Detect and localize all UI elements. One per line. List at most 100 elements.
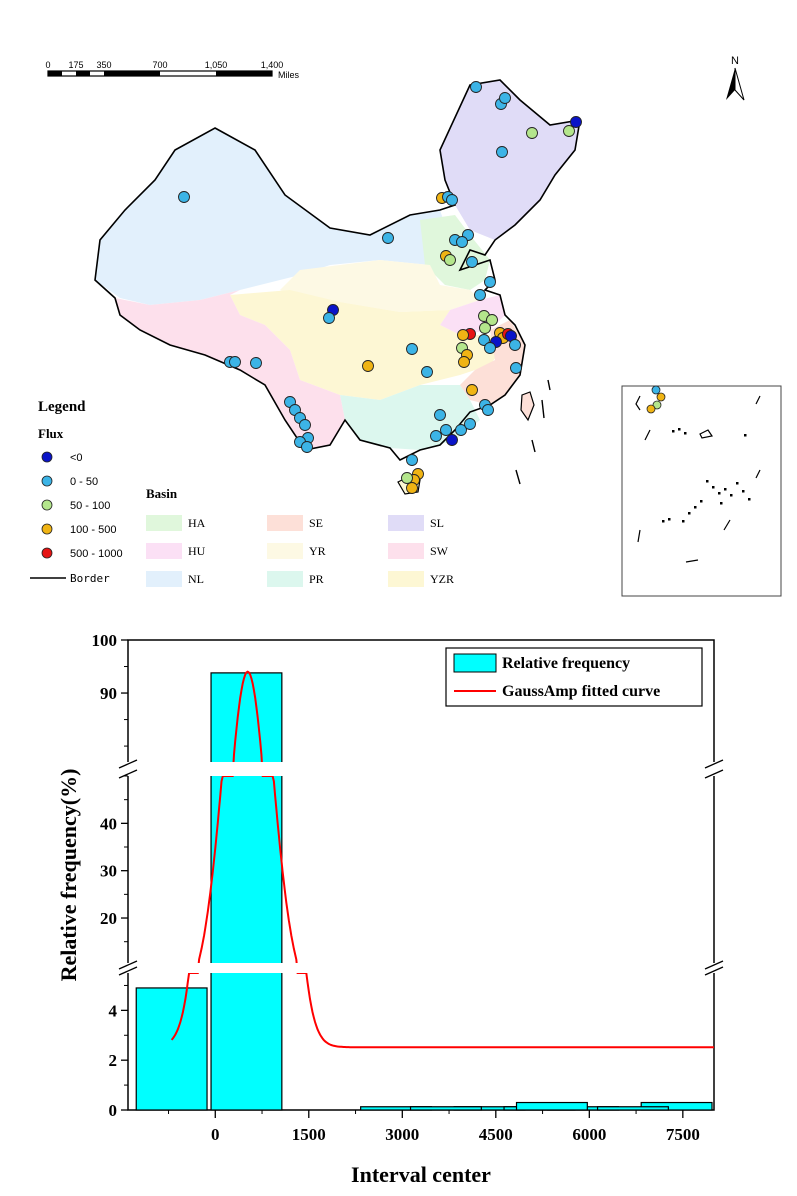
- island-taiwan: [520, 391, 535, 422]
- sample-point: [482, 404, 494, 416]
- scale-tick-label: 1,050: [205, 60, 228, 70]
- sample-point: [499, 92, 511, 104]
- axis-break-mark: [704, 966, 724, 976]
- y-tick-label: 20: [100, 909, 117, 928]
- flux-legend-marker: [41, 451, 53, 463]
- histogram-chart: 0 2 4 20 30 40 90 100 0 1500 3000 4500 6000 7500 Int…: [56, 631, 724, 1187]
- x-axis: 0 1500 3000 4500 6000 7500: [168, 1110, 700, 1144]
- coastal-island-marks: [515, 379, 551, 485]
- flux-legend-label: <0: [70, 452, 83, 464]
- basin-legend-label: PR: [309, 572, 324, 586]
- basin-legend-swatch: [267, 571, 303, 587]
- chart-legend: Relative frequency GaussAmp fitted curve: [445, 647, 703, 707]
- sample-point: [444, 254, 456, 266]
- basin-yr: [280, 260, 480, 312]
- y-tick-label: 30: [100, 862, 117, 881]
- basin-legend-label: YR: [309, 544, 326, 558]
- basin-legend-swatch: [388, 515, 424, 531]
- sample-point: [466, 384, 478, 396]
- histogram-bar: [596, 1106, 669, 1111]
- flux-legend: <0 0 - 50 50 - 100 100 - 500 500 - 1000: [41, 451, 123, 560]
- axis-break-mark: [118, 759, 138, 769]
- sample-point: [406, 454, 418, 466]
- sample-point: [458, 356, 470, 368]
- basin-yzr: [230, 290, 505, 400]
- flux-legend-marker: [41, 475, 53, 487]
- sample-point: [440, 424, 452, 436]
- flux-legend-label: 500 - 1000: [70, 548, 123, 560]
- basin-legend-swatch: [267, 515, 303, 531]
- legend-title: Legend: [38, 399, 86, 415]
- north-arrow: N: [726, 55, 745, 101]
- sample-point: [456, 236, 468, 248]
- sample-point: [466, 256, 478, 268]
- sample-point: [434, 409, 446, 421]
- sample-point: [470, 81, 482, 93]
- sample-point: [301, 441, 313, 453]
- basin-legend-swatch: [146, 571, 182, 587]
- basin-legend-swatch: [388, 543, 424, 559]
- sample-point: [250, 357, 262, 369]
- scale-bar-seg: [104, 71, 160, 76]
- sample-point: [323, 312, 335, 324]
- basin-ha: [420, 215, 490, 290]
- map-panel: [94, 79, 581, 495]
- map-sample-points: [178, 81, 582, 494]
- sample-point: [457, 329, 469, 341]
- flux-title: Flux: [38, 426, 64, 441]
- histogram-bar: [409, 1106, 482, 1111]
- flux-legend-marker: [41, 547, 53, 559]
- legend-label-bars: Relative frequency: [502, 655, 630, 672]
- sample-point: [382, 232, 394, 244]
- y-axis: 0 2 4 20 30 40 90 100: [92, 631, 128, 1120]
- basin-legend-label: HA: [188, 516, 206, 530]
- y-tick-label: 100: [92, 631, 118, 650]
- scale-bar-seg: [216, 71, 272, 76]
- scale-bar: 0 175 350 700 1,050 1,400 Miles: [45, 60, 299, 80]
- basin-title: Basin: [146, 486, 178, 501]
- scale-tick-label: 1,400: [261, 60, 284, 70]
- sample-point: [563, 125, 575, 137]
- x-tick-label: 3000: [385, 1125, 419, 1144]
- basin-legend-swatch: [388, 571, 424, 587]
- scale-tick-label: 175: [68, 60, 83, 70]
- map-legend: Legend Flux <0 0 - 50 50 - 100 100 - 500 500…: [30, 399, 454, 587]
- basin-legend-label: NL: [188, 572, 204, 586]
- sample-point: [474, 289, 486, 301]
- sample-point: [484, 276, 496, 288]
- histogram-bar: [135, 987, 208, 1111]
- sample-point: [510, 362, 522, 374]
- country-border: [94, 79, 581, 461]
- scale-tick-label: 700: [152, 60, 167, 70]
- y-axis-label: Relative frequency(%): [56, 769, 81, 982]
- y-tick-label: 0: [109, 1101, 118, 1120]
- sample-point: [178, 191, 190, 203]
- sample-point: [446, 194, 458, 206]
- x-tick-label: 7500: [666, 1125, 700, 1144]
- x-tick-label: 0: [211, 1125, 220, 1144]
- sample-point: [406, 343, 418, 355]
- inset-frame: [621, 385, 782, 597]
- sample-point: [299, 419, 311, 431]
- axis-break-mark: [704, 769, 724, 779]
- scale-bar-seg: [76, 71, 90, 76]
- basin-nl: [95, 128, 450, 305]
- sample-point: [526, 127, 538, 139]
- y-tick-label: 2: [109, 1051, 118, 1070]
- x-tick-label: 1500: [292, 1125, 326, 1144]
- legend-label-fit: GaussAmp fitted curve: [502, 683, 660, 700]
- x-tick-label: 6000: [572, 1125, 606, 1144]
- sample-point: [479, 322, 491, 334]
- border-legend-label: Border: [70, 572, 110, 585]
- x-axis-label: Interval center: [351, 1162, 491, 1187]
- flux-legend-label: 0 - 50: [70, 476, 98, 488]
- y-tick-label: 40: [100, 814, 117, 833]
- histogram-bar: [515, 1101, 588, 1111]
- axis-break-mark: [118, 960, 138, 970]
- basin-legend: HA SE SL HU YR SW NL PR YZR: [146, 515, 454, 587]
- flux-legend-marker: [41, 523, 53, 535]
- axis-break-mark: [118, 966, 138, 976]
- sample-point: [570, 116, 582, 128]
- north-label: N: [731, 55, 739, 67]
- scale-unit: Miles: [278, 70, 300, 80]
